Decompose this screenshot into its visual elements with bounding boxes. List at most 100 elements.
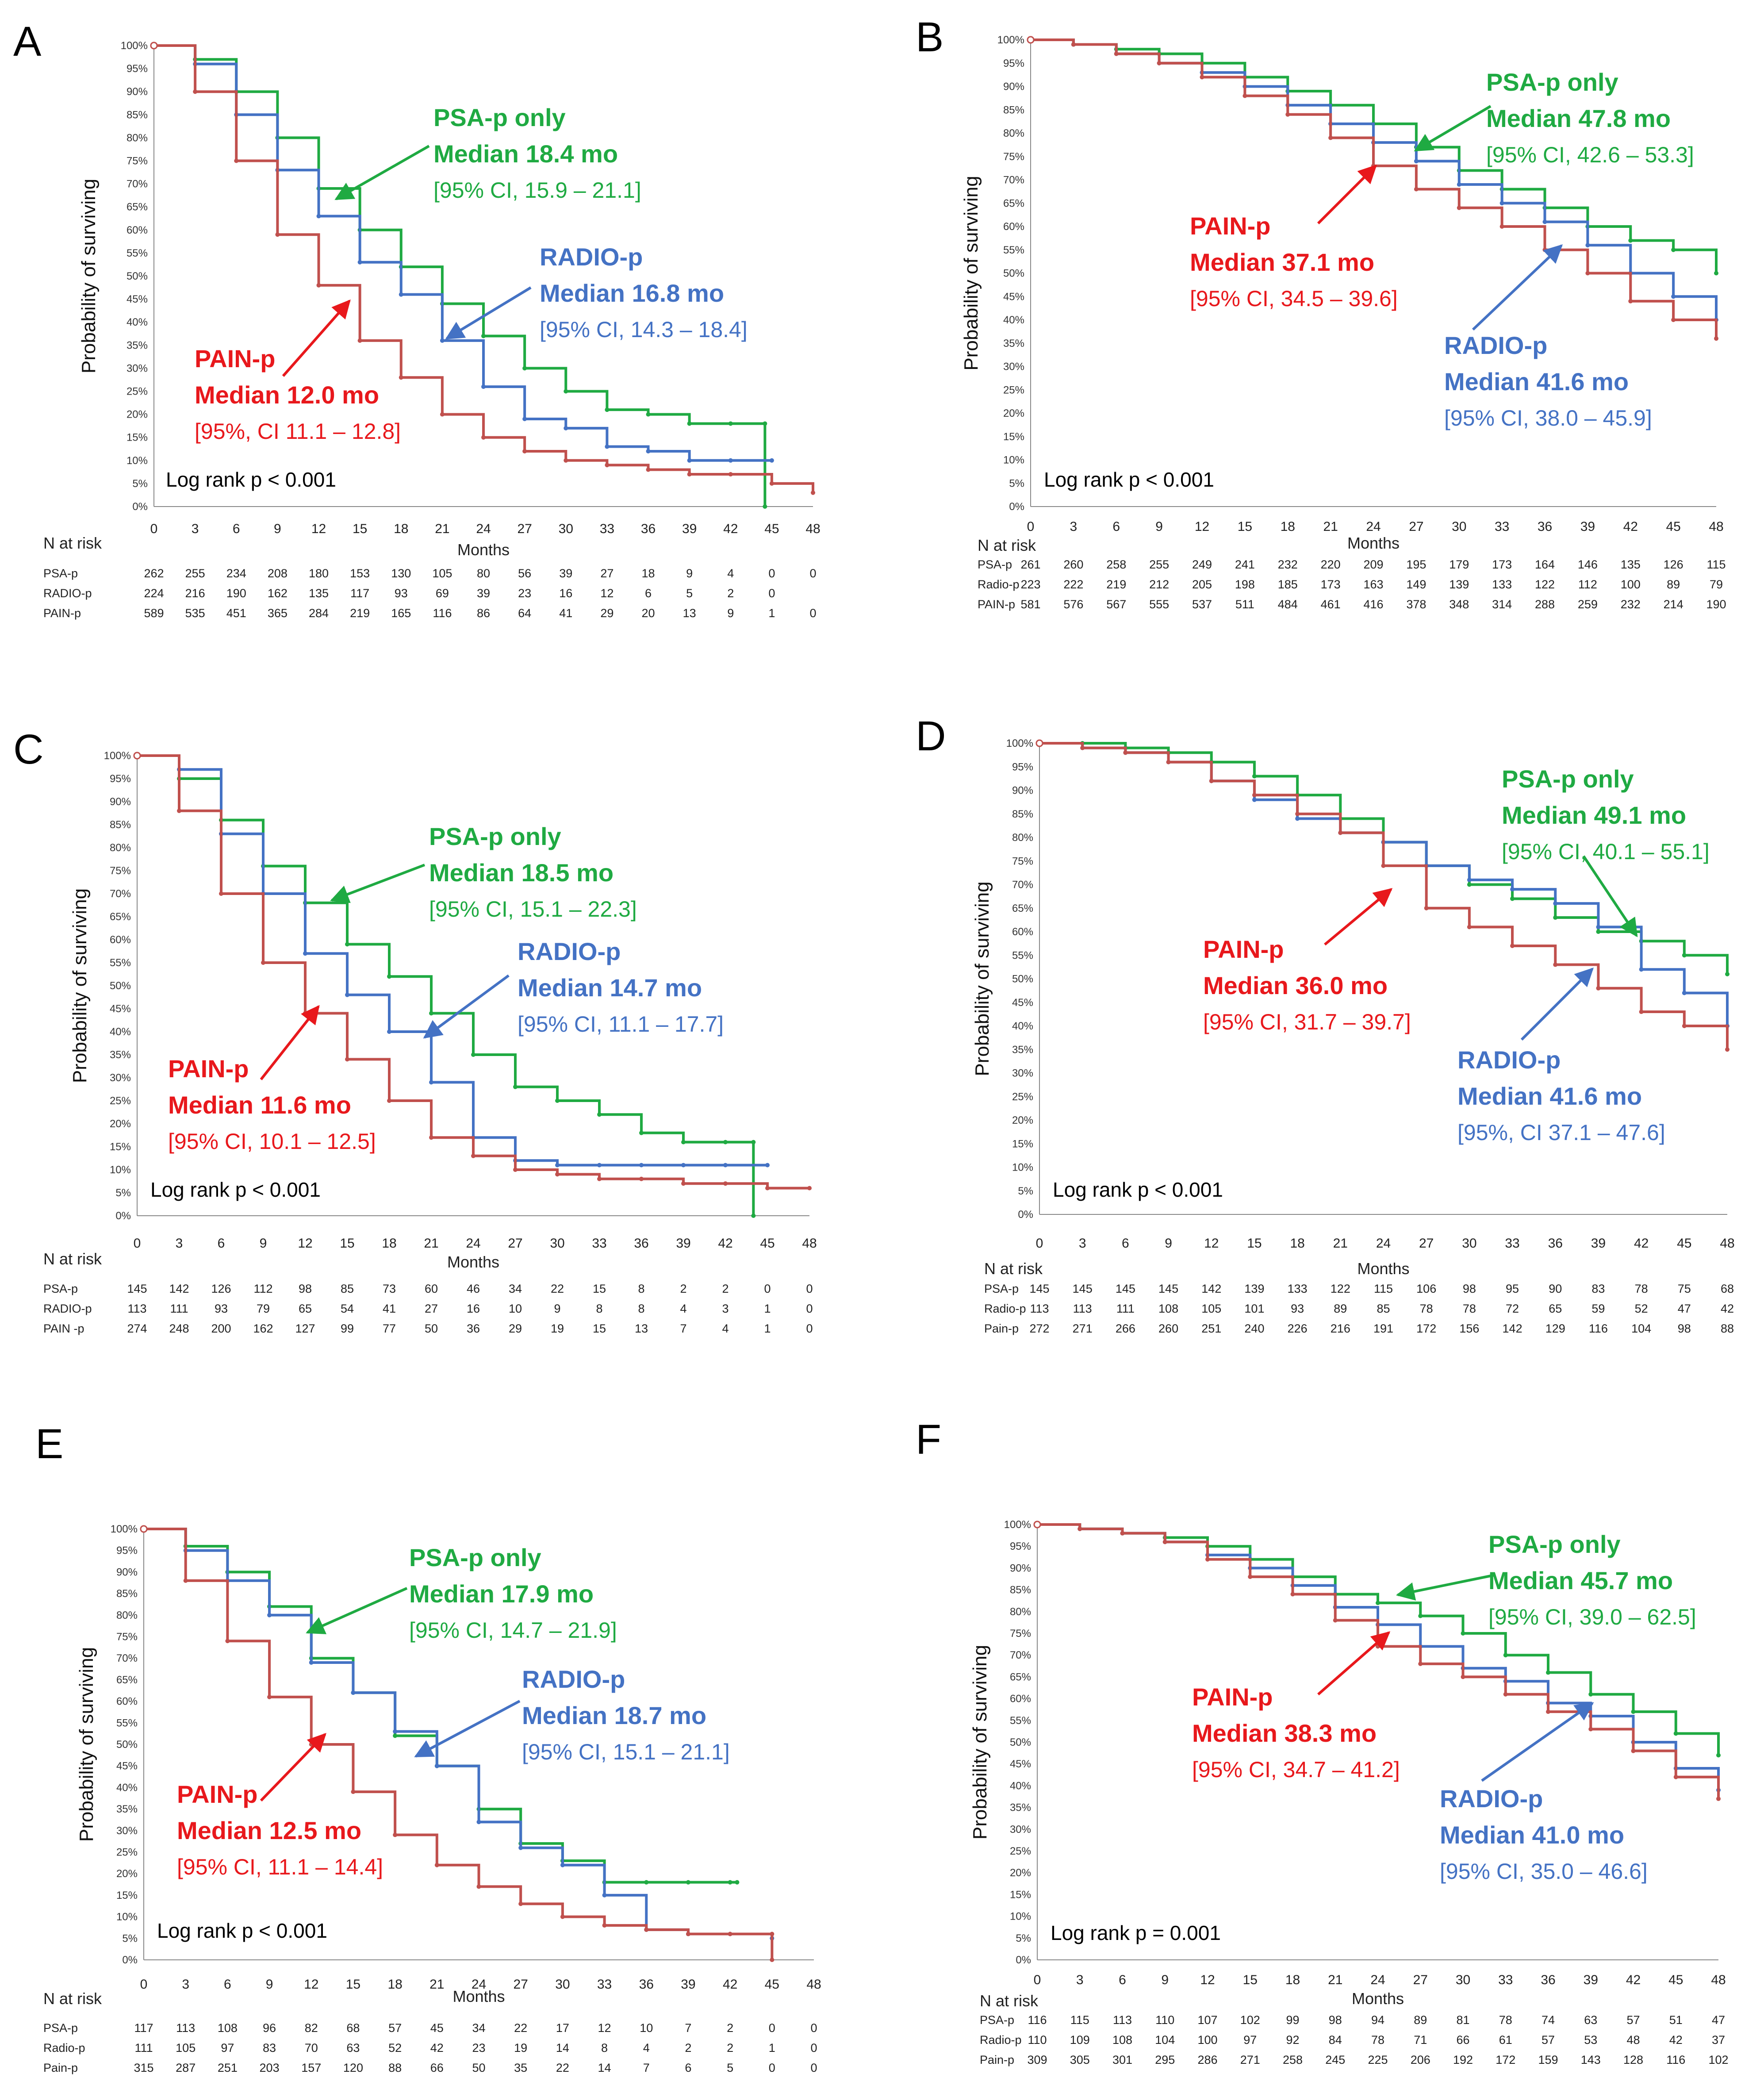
x-tick-label: 21 xyxy=(429,1977,444,1992)
risk-cell: 365 xyxy=(268,607,288,620)
censor-mark-pain xyxy=(555,1172,560,1177)
censor-mark-psa xyxy=(681,1140,686,1145)
annotation-pain-ci: [95% CI, 31.7 – 39.7] xyxy=(1203,1010,1411,1034)
censor-mark-pain xyxy=(1457,205,1461,210)
annotation-pain-group: PAIN-p xyxy=(195,345,276,373)
x-tick-label: 39 xyxy=(1580,519,1595,534)
risk-cell: 113 xyxy=(1073,1302,1092,1315)
risk-cell: 133 xyxy=(1288,1282,1308,1295)
risk-cell: 0 xyxy=(769,2021,775,2035)
censor-mark-pain xyxy=(1414,187,1419,192)
x-tick-label: 3 xyxy=(192,522,199,536)
risk-cell: 108 xyxy=(1112,2033,1132,2047)
censor-mark-radio xyxy=(267,1613,272,1617)
censor-mark-psa xyxy=(1588,1692,1593,1697)
censor-mark-radio xyxy=(1585,243,1590,248)
risk-cell: 416 xyxy=(1363,598,1383,611)
risk-row-label: Pain-p xyxy=(980,2053,1014,2066)
censor-mark-psa xyxy=(1546,1670,1550,1675)
risk-cell: 8 xyxy=(638,1302,644,1315)
risk-cell: 126 xyxy=(1664,558,1683,571)
risk-table-title: N at risk xyxy=(980,1992,1039,2010)
risk-cell: 98 xyxy=(1463,1282,1476,1295)
y-tick-label: 5% xyxy=(1009,477,1024,489)
censor-mark-psa xyxy=(735,1880,740,1885)
x-tick-label: 39 xyxy=(676,1236,690,1251)
risk-cell: 108 xyxy=(218,2021,238,2035)
censor-mark-psa xyxy=(1418,1613,1423,1618)
censor-mark-psa xyxy=(763,421,767,426)
risk-cell: 105 xyxy=(432,567,452,580)
x-axis-title: Months xyxy=(1347,534,1400,552)
x-tick-label: 33 xyxy=(597,1977,612,1992)
censor-mark-radio xyxy=(1414,159,1419,164)
risk-cell: 348 xyxy=(1449,598,1469,611)
risk-cell: 52 xyxy=(388,2041,402,2055)
annotation-radio-group: RADIO-p xyxy=(518,937,621,965)
risk-cell: 105 xyxy=(1201,1302,1221,1315)
censor-mark-radio xyxy=(357,260,362,265)
x-tick-label: 12 xyxy=(1204,1236,1219,1251)
y-axis-title: Probability of surviving xyxy=(960,176,982,370)
risk-cell: 315 xyxy=(134,2061,153,2074)
censor-mark-psa xyxy=(345,942,349,947)
y-tick-label: 65% xyxy=(110,911,131,923)
risk-cell: 7 xyxy=(685,2021,691,2035)
risk-cell: 93 xyxy=(1291,1302,1304,1315)
y-tick-label: 25% xyxy=(110,1095,131,1107)
x-tick-label: 21 xyxy=(1323,519,1338,534)
x-tick-label: 33 xyxy=(600,522,614,536)
risk-cell: 295 xyxy=(1155,2053,1175,2066)
risk-cell: 198 xyxy=(1235,578,1255,591)
risk-cell: 0 xyxy=(810,2061,817,2074)
annotation-psa-median: Median 45.7 mo xyxy=(1488,1567,1673,1594)
risk-table-title: N at risk xyxy=(43,1989,102,2008)
censor-mark-pain xyxy=(770,1958,775,1962)
x-tick-label: 42 xyxy=(718,1236,732,1251)
risk-cell: 232 xyxy=(1278,558,1298,571)
risk-cell: 129 xyxy=(1545,1322,1565,1335)
risk-row-label: PSA-p xyxy=(980,2013,1014,2027)
risk-cell: 50 xyxy=(425,1322,438,1335)
x-tick-label: 48 xyxy=(802,1236,817,1251)
censor-mark-psa xyxy=(1376,1601,1380,1605)
x-tick-label: 39 xyxy=(1591,1236,1606,1251)
x-tick-label: 27 xyxy=(508,1236,522,1251)
risk-cell: 2 xyxy=(722,1282,729,1295)
risk-cell: 209 xyxy=(1363,558,1383,571)
annotation-radio-group: RADIO-p xyxy=(1440,1785,1543,1813)
censor-mark-pain xyxy=(765,1186,770,1191)
y-tick-label: 65% xyxy=(127,201,148,213)
annotation-radio-ci: [95% CI, 35.0 – 46.6] xyxy=(1440,1859,1648,1884)
risk-cell: 95 xyxy=(1506,1282,1519,1295)
risk-cell: 135 xyxy=(309,587,329,600)
risk-cell: 111 xyxy=(170,1302,188,1315)
risk-cell: 581 xyxy=(1020,598,1040,611)
risk-cell: 223 xyxy=(1020,578,1040,591)
risk-cell: 110 xyxy=(1155,2013,1174,2027)
risk-cell: 203 xyxy=(260,2061,280,2074)
y-tick-label: 15% xyxy=(110,1141,131,1153)
censor-mark-pain xyxy=(1682,1024,1687,1028)
y-tick-label: 20% xyxy=(110,1118,131,1130)
censor-mark-radio xyxy=(1252,797,1257,802)
x-tick-label: 48 xyxy=(805,522,820,536)
risk-cell: 81 xyxy=(1456,2013,1469,2027)
y-tick-label: 40% xyxy=(1010,1780,1031,1792)
risk-cell: 220 xyxy=(1321,558,1341,571)
risk-cell: 88 xyxy=(388,2061,402,2074)
x-tick-label: 9 xyxy=(266,1977,273,1992)
x-tick-label: 0 xyxy=(1034,1973,1041,1987)
censor-mark-radio xyxy=(1457,182,1461,187)
y-tick-label: 30% xyxy=(116,1825,138,1837)
censor-mark-psa xyxy=(1510,896,1515,901)
risk-cell: 85 xyxy=(341,1282,354,1295)
y-axis-title: Probability of surviving xyxy=(69,888,91,1083)
risk-cell: 56 xyxy=(518,567,531,580)
x-tick-label: 48 xyxy=(806,1977,821,1992)
risk-cell: 116 xyxy=(433,607,452,620)
y-tick-label: 50% xyxy=(1003,268,1024,280)
risk-cell: 92 xyxy=(1286,2033,1299,2047)
risk-cell: 0 xyxy=(810,2041,817,2055)
annotation-arrow-pain xyxy=(260,1005,320,1080)
